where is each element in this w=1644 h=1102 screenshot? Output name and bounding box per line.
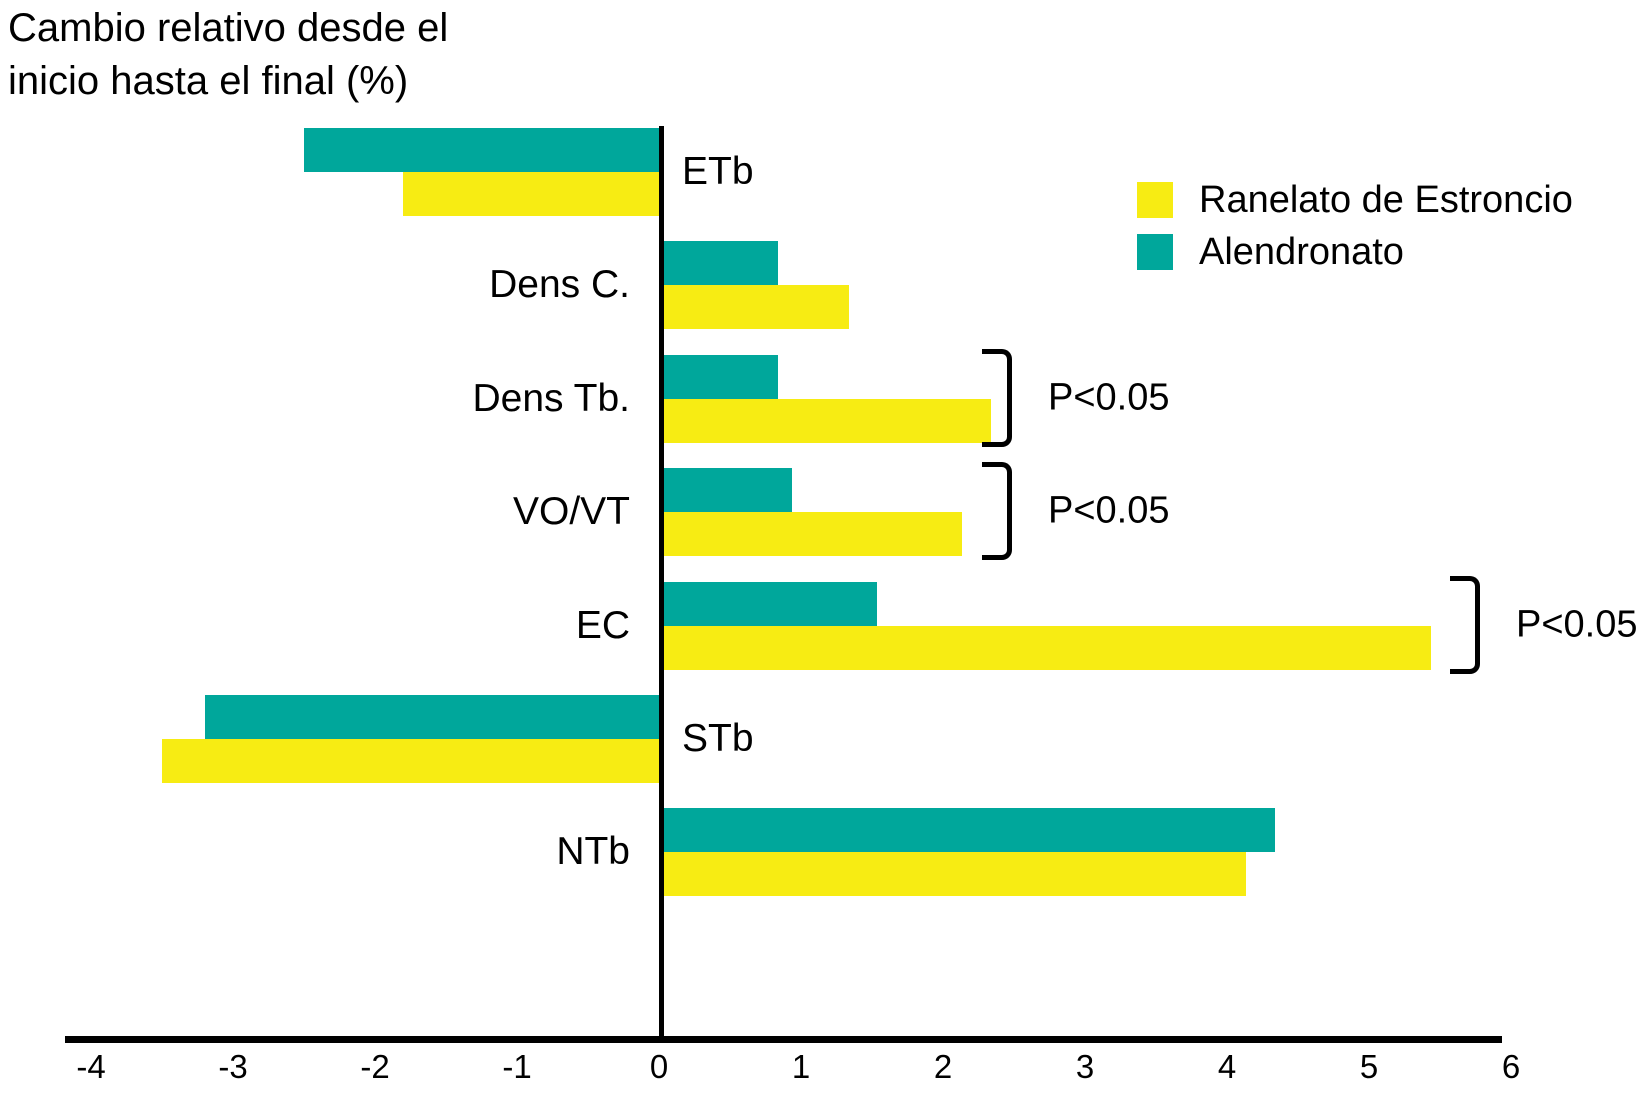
significance-bracket-dens-tb [982, 348, 1012, 447]
x-axis-line [65, 1036, 1502, 1043]
bar-alendronato-dens-c [664, 241, 778, 286]
x-tick-label-6: 6 [1501, 1048, 1521, 1085]
x-tick-label-1: -1 [502, 1048, 532, 1085]
bar-alendronato-ntb [664, 808, 1275, 853]
x-tick-label-5: 5 [1359, 1048, 1379, 1085]
x-tick-label-2: 2 [933, 1048, 953, 1085]
significance-bracket-vo-vt [982, 462, 1012, 561]
bar-alendronato-stb [204, 695, 659, 739]
x-tick-label-4: 4 [1217, 1048, 1237, 1085]
legend-label-alendronato: Alendronato [1199, 230, 1404, 273]
category-label-dens-c: Dens C. [489, 263, 630, 307]
category-label-etb: ETb [682, 150, 754, 193]
bar-ranelato-de-estroncio-ec [664, 625, 1431, 670]
p-value-label-dens-tb: P<0.05 [1048, 376, 1170, 419]
p-value-label-ec: P<0.05 [1516, 603, 1638, 646]
bar-ranelato-de-estroncio-vo-vt [664, 512, 963, 557]
significance-bracket-ec [1450, 575, 1480, 674]
zero-axis-line [659, 126, 664, 1043]
bar-ranelato-de-estroncio-dens-tb [664, 398, 991, 443]
x-tick-label-1: 1 [791, 1048, 811, 1085]
bar-ranelato-de-estroncio-ntb [664, 852, 1247, 897]
x-tick-label-3: -3 [218, 1048, 248, 1085]
p-value-label-vo-vt: P<0.05 [1048, 489, 1170, 532]
chart-title-line1: Cambio relativo desde el [8, 6, 449, 50]
legend-swatch-ranelato [1137, 182, 1173, 218]
legend-item-ranelato: Ranelato de Estroncio [1137, 178, 1573, 222]
category-label-dens-tb: Dens Tb. [472, 376, 630, 420]
bar-alendronato-etb [304, 128, 659, 172]
x-tick-label-3: 3 [1075, 1048, 1095, 1085]
chart-title-line2: inicio hasta el final (%) [8, 59, 409, 103]
bar-ranelato-de-estroncio-etb [403, 172, 659, 216]
bar-ranelato-de-estroncio-stb [162, 739, 659, 783]
bar-ranelato-de-estroncio-dens-c [664, 285, 849, 330]
bar-alendronato-dens-tb [664, 354, 778, 399]
legend-swatch-alendronato [1137, 234, 1173, 270]
bar-alendronato-ec [664, 581, 877, 626]
legend: Ranelato de Estroncio Alendronato [1137, 178, 1573, 282]
legend-label-ranelato: Ranelato de Estroncio [1199, 178, 1573, 221]
category-label-ntb: NTb [556, 830, 630, 874]
category-label-vo-vt: VO/VT [512, 490, 630, 534]
chart-title: Cambio relativo desde el inicio hasta el … [8, 2, 448, 108]
category-label-stb: STb [682, 717, 754, 760]
x-tick-label-2: -2 [360, 1048, 390, 1085]
bar-alendronato-vo-vt [664, 468, 792, 513]
x-tick-label-0: 0 [649, 1048, 669, 1085]
legend-item-alendronato: Alendronato [1137, 230, 1573, 274]
category-label-ec: EC [575, 603, 630, 647]
x-tick-label-4: -4 [76, 1048, 106, 1085]
